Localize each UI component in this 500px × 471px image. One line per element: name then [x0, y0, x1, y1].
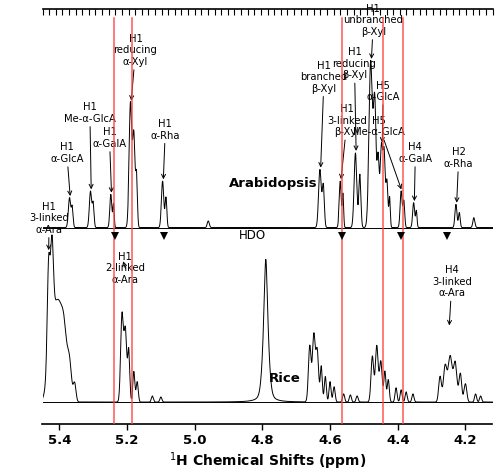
Text: H1
3-linked
α-Ara: H1 3-linked α-Ara: [30, 202, 69, 249]
Text: H1
reducing
α-Xyl: H1 reducing α-Xyl: [114, 34, 158, 100]
Text: H5
Me-α-GlcA: H5 Me-α-GlcA: [354, 116, 405, 188]
Text: H1
unbranched
β-Xyl: H1 unbranched β-Xyl: [344, 4, 404, 58]
Text: H1
α-Rha: H1 α-Rha: [150, 119, 180, 178]
X-axis label: $^{1}$H Chemical Shifts (ppm): $^{1}$H Chemical Shifts (ppm): [169, 450, 366, 471]
Text: H1
α-GalA: H1 α-GalA: [92, 127, 126, 192]
Text: H4
α-GalA: H4 α-GalA: [398, 142, 432, 200]
Text: HDO: HDO: [238, 228, 266, 242]
Text: H1
reducing
β-Xyl: H1 reducing β-Xyl: [332, 47, 376, 150]
Text: H2
α-Rha: H2 α-Rha: [444, 147, 474, 202]
Text: H1
Me-α-GlcA: H1 Me-α-GlcA: [64, 102, 116, 188]
Text: H1
α-GlcA: H1 α-GlcA: [50, 142, 84, 195]
Text: Arabidopsis: Arabidopsis: [228, 178, 317, 190]
Text: H5
α-GlcA: H5 α-GlcA: [366, 81, 400, 141]
Text: H1
branched
β-Xyl: H1 branched β-Xyl: [300, 61, 348, 167]
Text: H1
2-linked
α-Ara: H1 2-linked α-Ara: [106, 252, 146, 285]
Text: Rice: Rice: [269, 372, 301, 385]
Text: H1
3-linked
β-Xyl: H1 3-linked β-Xyl: [327, 104, 367, 178]
Text: H4
3-linked
α-Ara: H4 3-linked α-Ara: [432, 265, 472, 325]
